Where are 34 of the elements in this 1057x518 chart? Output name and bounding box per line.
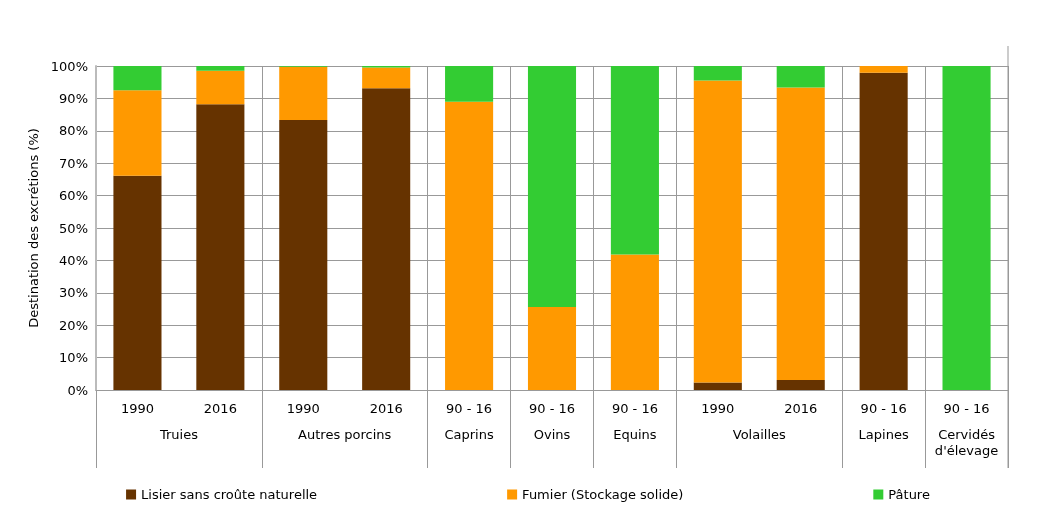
y-tick-label: 60% — [59, 188, 88, 204]
x-tick-label: 1990 — [286, 401, 320, 416]
y-tick-label: 50% — [59, 220, 88, 236]
y-tick-label: 80% — [59, 123, 88, 139]
y-tick-label: 100% — [50, 58, 88, 74]
text: Volailles — [732, 426, 787, 442]
legend-label: Fumier (Stockage solide) — [522, 487, 684, 502]
y-axis-title: Destination des excrétions (%) — [25, 128, 41, 328]
y-tick-label: 30% — [59, 285, 88, 301]
x-tick-label: 2016 — [369, 401, 403, 416]
text: Cervidés d'élevage — [934, 426, 999, 458]
x-tick-label: 2016 — [203, 401, 237, 416]
x-tick-label: 90 - 16 — [943, 401, 990, 416]
text: Ovins — [533, 426, 571, 442]
y-tick-label: 90% — [59, 90, 88, 106]
text: Lapines — [858, 426, 909, 442]
legend-label: Pâture — [888, 487, 930, 502]
y-tick-label: 70% — [59, 155, 88, 171]
x-tick-label: 90 - 16 — [860, 401, 907, 416]
y-tick-label: 10% — [59, 350, 88, 366]
x-tick-label: 1990 — [701, 401, 735, 416]
text: Caprins — [444, 426, 494, 442]
x-tick-label: 90 - 16 — [528, 401, 576, 416]
text: Truies — [158, 426, 199, 442]
y-tick-label: 20% — [59, 317, 88, 333]
text: Autres porcins — [298, 426, 392, 442]
x-tick-label: 90 - 16 — [446, 401, 493, 416]
x-tick-label: 2016 — [784, 401, 818, 416]
legend-label: Lisier sans croûte naturelle — [141, 487, 318, 502]
x-tick-label: 1990 — [120, 401, 154, 416]
y-tick-label: 0% — [67, 382, 88, 398]
x-tick-label: 90 - 16 — [611, 401, 658, 416]
y-tick-label: 40% — [59, 252, 88, 268]
text: Equins — [613, 426, 657, 442]
